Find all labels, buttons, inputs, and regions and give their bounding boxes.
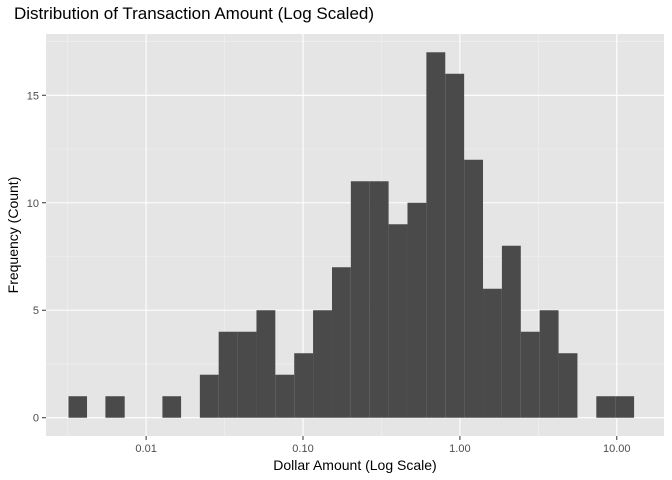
histogram-bar	[558, 353, 578, 418]
y-tick-label: 10	[27, 198, 39, 210]
x-axis: 0.01 0.10 1.00 10.00	[135, 436, 631, 455]
histogram-bar	[615, 396, 635, 418]
histogram-bar	[275, 374, 295, 418]
y-tick-label: 15	[27, 90, 39, 102]
histogram-bar	[331, 267, 351, 418]
histogram-bar	[388, 224, 408, 418]
y-tick-label: 0	[33, 413, 39, 425]
y-tick-label: 5	[33, 305, 39, 317]
histogram-bar	[483, 288, 502, 418]
x-axis-title: Dollar Amount (Log Scale)	[273, 457, 436, 473]
histogram-bar	[256, 310, 276, 418]
chart-title: Distribution of Transaction Amount (Log …	[14, 4, 375, 23]
histogram-bar	[218, 331, 238, 418]
y-axis: 0 5 10 15	[27, 90, 46, 425]
histogram-bar	[313, 310, 332, 418]
y-axis-title: Frequency (Count)	[5, 177, 21, 294]
histogram-bar	[105, 396, 125, 418]
histogram-bar	[294, 353, 314, 418]
x-tick-label: 10.00	[603, 443, 631, 455]
histogram-bar	[520, 331, 540, 418]
histogram-bar	[68, 396, 88, 418]
histogram-bar	[464, 159, 484, 418]
histogram-bar	[445, 73, 465, 418]
histogram-bar	[596, 396, 616, 418]
histogram-bar	[350, 181, 370, 418]
histogram-bar	[426, 52, 446, 418]
histogram-bar	[199, 374, 219, 418]
histogram-bars	[68, 52, 635, 418]
histogram-bar	[162, 396, 182, 418]
x-tick-label: 0.10	[292, 443, 313, 455]
histogram-bar	[539, 310, 559, 418]
histogram-bar	[407, 202, 427, 418]
histogram-bar	[237, 331, 257, 418]
histogram-bar	[369, 181, 389, 418]
x-tick-label: 1.00	[449, 443, 470, 455]
x-tick-label: 0.01	[135, 443, 156, 455]
histogram-bar	[501, 245, 521, 418]
